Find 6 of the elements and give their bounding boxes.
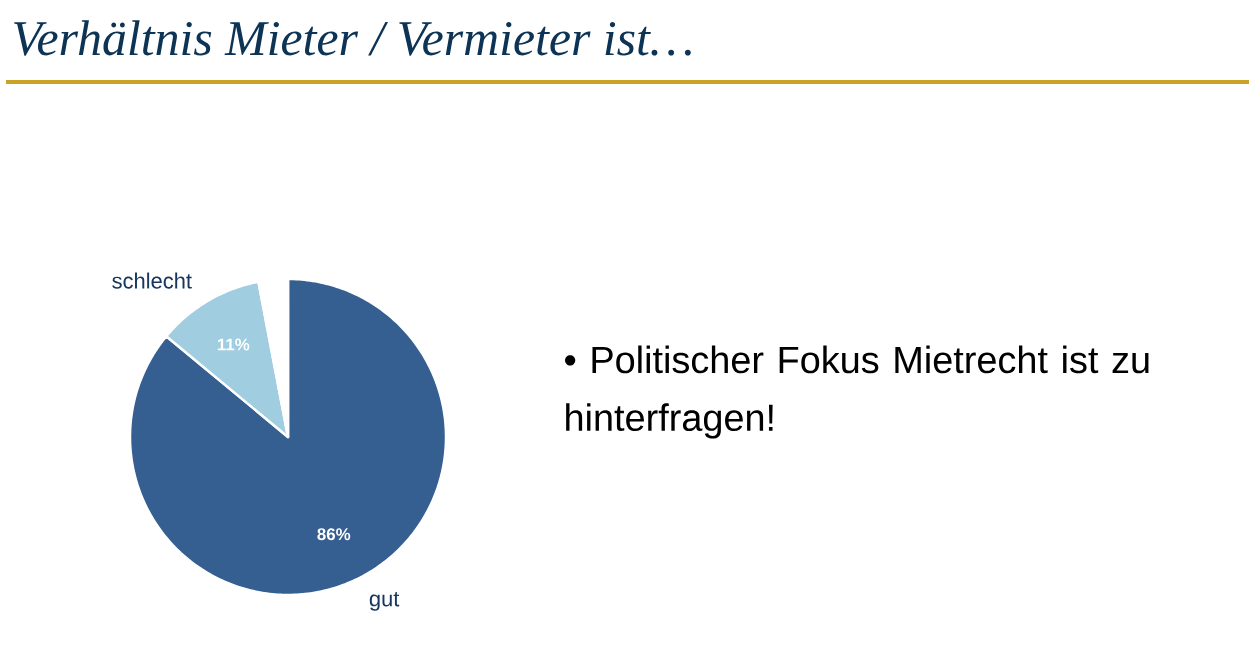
text: • Politischer Fokus Mietrecht ist zu hinterfragen!: [565, 345, 1149, 439]
data-label: 11%: [217, 338, 250, 351]
slice-label: schlecht: [112, 272, 192, 289]
data-label: 86%: [317, 528, 351, 541]
chart-title: Verhältnis Mieter / Vermieter ist…: [14, 20, 691, 56]
slice-label: gut: [369, 592, 400, 611]
